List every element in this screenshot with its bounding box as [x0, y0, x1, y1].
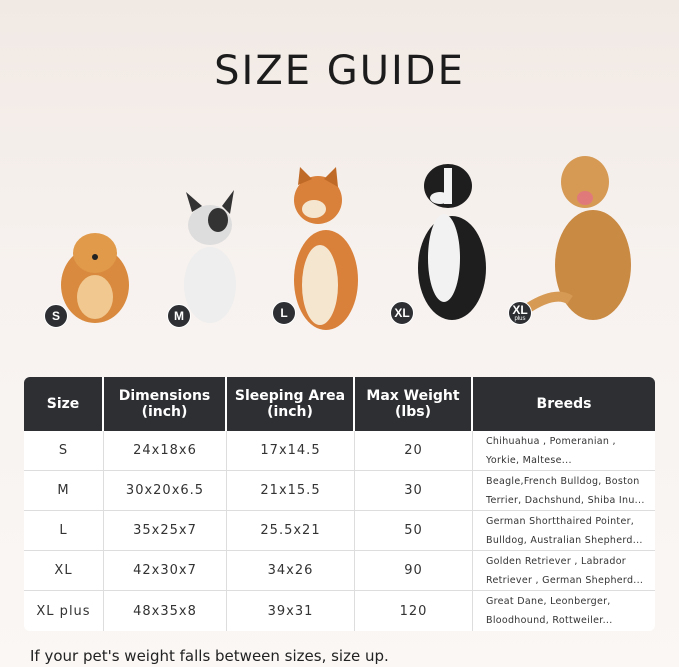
breeds-line: Yorkie, Maltese...	[486, 454, 572, 466]
cell-area: 34x26	[227, 551, 355, 591]
badge-label: M	[174, 309, 184, 323]
badge-label: XL	[512, 303, 528, 317]
cell-dim: 42x30x7	[104, 551, 227, 591]
cell-weight: 50	[355, 511, 473, 551]
cell-weight: 30	[355, 471, 473, 511]
size-badge-s: S	[44, 304, 68, 328]
cell-area: 25.5x21	[227, 511, 355, 551]
header-unit: (lbs)	[395, 404, 431, 420]
header-label: Max Weight	[366, 387, 460, 404]
breeds-line: Bloodhound, Rottweiler...	[486, 615, 613, 626]
page-title: SIZE GUIDE	[214, 48, 465, 94]
header-max-weight: Max Weight (lbs)	[355, 377, 473, 431]
breeds-line: Bulldog, Australian Shepherd...	[486, 534, 643, 546]
cell-weight: 90	[355, 551, 473, 591]
badge-label: XL	[394, 306, 410, 320]
cell-dim: 24x18x6	[104, 431, 227, 471]
size-badge-xl: XL	[390, 301, 414, 325]
border-collie-image	[418, 164, 486, 320]
header-label: Sleeping Area	[234, 387, 346, 404]
breeds-line: Beagle,French Bulldog, Boston	[486, 475, 640, 487]
table-row: L 35x25x7 25.5x21 50 German Shortthaired Poi…	[24, 511, 655, 551]
header-sleeping-area: Sleeping Area (inch)	[227, 377, 355, 431]
breeds-line: German Shortthaired Pointer,	[486, 515, 635, 527]
cell-area: 39x31	[227, 591, 355, 631]
breeds-line: Great Dane, Leonberger,	[486, 596, 611, 607]
cell-size: M	[24, 471, 104, 511]
breeds-line: Retriever , German Shepherd...	[486, 574, 644, 586]
table-row: S 24x18x6 17x14.5 20 Chihuahua , Pomeranian …	[24, 431, 655, 471]
cell-dim: 35x25x7	[104, 511, 227, 551]
table-row: XL plus 48x35x8 39x31 120 Great Dane, Leonbe…	[24, 591, 655, 631]
pomeranian-image	[61, 233, 129, 323]
cell-size: L	[24, 511, 104, 551]
cell-breeds: German Shortthaired Pointer, Bulldog, Aus…	[473, 511, 655, 551]
cell-area: 21x15.5	[227, 471, 355, 511]
cell-breeds: Golden Retriever , Labrador Retriever , G…	[473, 551, 655, 591]
cell-weight: 120	[355, 591, 473, 631]
french-bulldog-image	[184, 190, 236, 323]
breeds-line: Golden Retriever , Labrador	[486, 555, 627, 567]
size-table: Size Dimensions (inch) Sleeping Area (inch…	[24, 377, 655, 631]
header-unit: (inch)	[267, 404, 313, 420]
header-size: Size	[24, 377, 104, 431]
cell-size: S	[24, 431, 104, 471]
header-breeds: Breeds	[473, 377, 655, 431]
breeds-line: Terrier, Dachshund, Shiba Inu...	[486, 494, 645, 506]
cell-dim: 30x20x6.5	[104, 471, 227, 511]
cell-size: XL	[24, 551, 104, 591]
badge-sublabel: plus	[514, 316, 526, 322]
cell-dim: 48x35x8	[104, 591, 227, 631]
header-label: Size	[46, 395, 80, 412]
table-row: XL 42x30x7 34x26 90 Golden Retriever , Labra…	[24, 551, 655, 591]
sizing-note: If your pet's weight falls between sizes…	[30, 647, 389, 665]
cell-breeds: Beagle,French Bulldog, Boston Terrier, Da…	[473, 471, 655, 511]
size-badge-m: M	[167, 304, 191, 328]
table-row: M 30x20x6.5 21x15.5 30 Beagle,French Bulldog…	[24, 471, 655, 511]
cell-area: 17x14.5	[227, 431, 355, 471]
header-label: Dimensions	[118, 387, 211, 404]
cell-size: XL plus	[24, 591, 104, 631]
breeds-line: Chihuahua , Pomeranian ,	[486, 435, 616, 447]
cell-weight: 20	[355, 431, 473, 471]
header-dimensions: Dimensions (inch)	[104, 377, 227, 431]
cell-breeds: Great Dane, Leonberger, Bloodhound, Rottw…	[473, 591, 655, 631]
header-label: Breeds	[536, 395, 592, 412]
golden-retriever-image	[525, 156, 631, 320]
badge-label: S	[51, 309, 60, 323]
shiba-inu-image	[294, 167, 358, 330]
size-badge-l: L	[272, 301, 296, 325]
badge-label: L	[280, 306, 288, 320]
cell-breeds: Chihuahua , Pomeranian , Yorkie, Maltese.…	[473, 431, 655, 471]
table-header-row: Size Dimensions (inch) Sleeping Area (inch…	[24, 377, 655, 431]
size-badge-xl-plus: XL plus	[508, 301, 532, 325]
header-unit: (inch)	[141, 404, 188, 420]
